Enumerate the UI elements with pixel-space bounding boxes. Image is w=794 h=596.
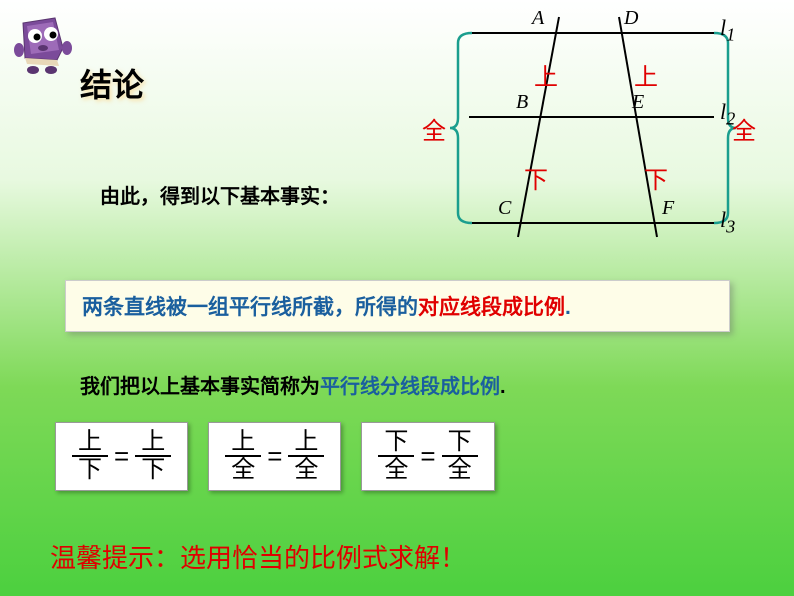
point-F: F	[662, 197, 674, 220]
point-D: D	[624, 7, 638, 30]
equation-box-1: 上下 = 上下	[55, 422, 188, 491]
statement-post: .	[500, 376, 506, 398]
warm-tip-text: 温馨提示：选用恰当的比例式求解！	[50, 538, 466, 575]
proportion-equations-row: 上下 = 上下 上全 = 上全 下全 = 下全	[55, 422, 495, 491]
intro-text: 由此，得到以下基本事实：	[100, 180, 340, 209]
annot-all-left: 全	[422, 111, 446, 146]
parallel-lines-diagram: A D B E C F l1 l2 l3 上 上 下 下 全 全	[414, 5, 764, 245]
theorem-post: .	[565, 296, 571, 319]
annot-down-left: 下	[524, 160, 548, 195]
point-A: A	[532, 7, 544, 30]
equation-box-2: 上全 = 上全	[208, 422, 341, 491]
line-l1-label: l1	[720, 15, 735, 45]
annot-up-right: 上	[634, 57, 658, 92]
book-character-icon	[10, 10, 85, 90]
point-C: C	[498, 197, 511, 220]
point-E: E	[632, 91, 644, 114]
annot-all-right: 全	[732, 111, 756, 146]
theorem-emphasis: 对应线段成比例	[418, 296, 565, 319]
theorem-name-statement: 我们把以上基本事实简称为平行线分线段成比例.	[80, 370, 506, 399]
annot-down-right: 下	[644, 160, 668, 195]
point-B: B	[516, 91, 528, 114]
statement-emphasis: 平行线分线段成比例	[320, 376, 500, 398]
statement-pre: 我们把以上基本事实简称为	[80, 376, 320, 398]
line-l3-label: l3	[720, 207, 735, 237]
theorem-pre: 两条直线被一组平行线所截，所得的	[82, 296, 418, 319]
equation-box-3: 下全 = 下全	[361, 422, 494, 491]
page-title: 结论	[80, 60, 144, 106]
annot-up-left: 上	[534, 57, 558, 92]
theorem-highlight-box: 两条直线被一组平行线所截，所得的对应线段成比例.	[65, 280, 730, 332]
